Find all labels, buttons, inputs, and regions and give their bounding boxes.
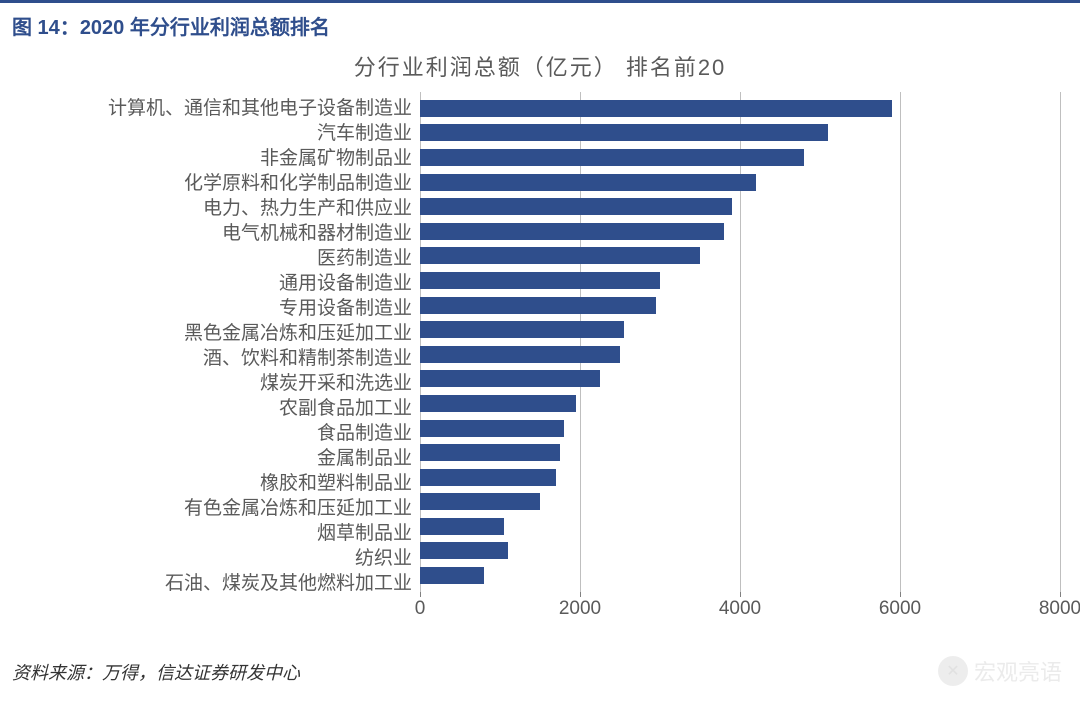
x-tick-label: 8000: [1039, 598, 1080, 620]
y-category-label: 黑色金属冶炼和压延加工业: [10, 321, 412, 346]
x-tick-mark: [740, 592, 741, 597]
bar: [420, 321, 624, 338]
y-category-label: 有色金属冶炼和压延加工业: [10, 496, 412, 521]
figure-number: 图 14：: [12, 17, 80, 39]
bar-row: [420, 391, 1060, 416]
plot-area: [420, 92, 1060, 592]
x-axis: 02000400060008000: [420, 592, 1060, 632]
y-category-label: 非金属矿物制品业: [10, 146, 412, 171]
x-tick-mark: [420, 592, 421, 597]
y-category-label: 纺织业: [10, 546, 412, 571]
y-category-label: 汽车制造业: [10, 121, 412, 146]
bar-row: [420, 563, 1060, 588]
y-category-label: 石油、煤炭及其他燃料加工业: [10, 571, 412, 596]
bar: [420, 444, 560, 461]
y-category-label: 酒、饮料和精制茶制造业: [10, 346, 412, 371]
gridline: [1060, 92, 1061, 592]
bar: [420, 223, 724, 240]
bar: [420, 149, 804, 166]
y-category-label: 计算机、通信和其他电子设备制造业: [10, 96, 412, 121]
bar: [420, 420, 564, 437]
bar-row: [420, 268, 1060, 293]
bar-row: [420, 244, 1060, 269]
y-category-label: 通用设备制造业: [10, 271, 412, 296]
y-category-label: 金属制品业: [10, 446, 412, 471]
bar: [420, 124, 828, 141]
bar-row: [420, 440, 1060, 465]
x-tick-mark: [1060, 592, 1061, 597]
x-tick-mark: [900, 592, 901, 597]
watermark: ✕ 宏观亮语: [938, 655, 1062, 687]
y-category-label: 食品制造业: [10, 421, 412, 446]
bar-row: [420, 219, 1060, 244]
bar: [420, 174, 756, 191]
bar: [420, 493, 540, 510]
bar: [420, 198, 732, 215]
x-tick-label: 0: [415, 598, 426, 620]
y-category-label: 烟草制品业: [10, 521, 412, 546]
bars-container: [420, 92, 1060, 592]
bar-row: [420, 465, 1060, 490]
bar-row: [420, 96, 1060, 121]
x-tick-label: 6000: [879, 598, 921, 620]
x-tick-mark: [580, 592, 581, 597]
chart-area: 计算机、通信和其他电子设备制造业汽车制造业非金属矿物制品业化学原料和化学制品制造…: [10, 92, 1070, 632]
bar-row: [420, 342, 1060, 367]
y-category-label: 医药制造业: [10, 246, 412, 271]
bar: [420, 567, 484, 584]
y-category-label: 农副食品加工业: [10, 396, 412, 421]
bar-row: [420, 121, 1060, 146]
bar: [420, 297, 656, 314]
figure-header: 图 14：2020 年分行业利润总额排名: [0, 0, 1080, 46]
y-category-label: 专用设备制造业: [10, 296, 412, 321]
bar: [420, 542, 508, 559]
bar: [420, 518, 504, 535]
y-category-label: 电气机械和器材制造业: [10, 221, 412, 246]
chart-title: 分行业利润总额（亿元） 排名前20: [0, 50, 1080, 82]
y-category-label: 电力、热力生产和供应业: [10, 196, 412, 221]
bar-row: [420, 490, 1060, 515]
figure-title-text: 2020 年分行业利润总额排名: [80, 17, 330, 39]
bar: [420, 469, 556, 486]
bar-row: [420, 170, 1060, 195]
wechat-icon: ✕: [938, 656, 968, 686]
figure-title: 图 14：2020 年分行业利润总额排名: [12, 17, 330, 39]
bar-row: [420, 145, 1060, 170]
bar-row: [420, 367, 1060, 392]
bar: [420, 346, 620, 363]
bar-row: [420, 317, 1060, 342]
y-category-label: 化学原料和化学制品制造业: [10, 171, 412, 196]
bar-row: [420, 416, 1060, 441]
bar: [420, 100, 892, 117]
watermark-text: 宏观亮语: [974, 655, 1062, 687]
y-category-label: 煤炭开采和洗选业: [10, 371, 412, 396]
bar: [420, 247, 700, 264]
source-text: 资料来源：万得，信达证券研发中心: [12, 659, 300, 685]
y-axis-labels: 计算机、通信和其他电子设备制造业汽车制造业非金属矿物制品业化学原料和化学制品制造…: [10, 92, 412, 592]
x-tick-label: 4000: [719, 598, 761, 620]
bar: [420, 395, 576, 412]
bar-row: [420, 514, 1060, 539]
bar: [420, 272, 660, 289]
y-category-label: 橡胶和塑料制品业: [10, 471, 412, 496]
bar: [420, 370, 600, 387]
bar-row: [420, 194, 1060, 219]
x-tick-label: 2000: [559, 598, 601, 620]
bar-row: [420, 539, 1060, 564]
bar-row: [420, 293, 1060, 318]
